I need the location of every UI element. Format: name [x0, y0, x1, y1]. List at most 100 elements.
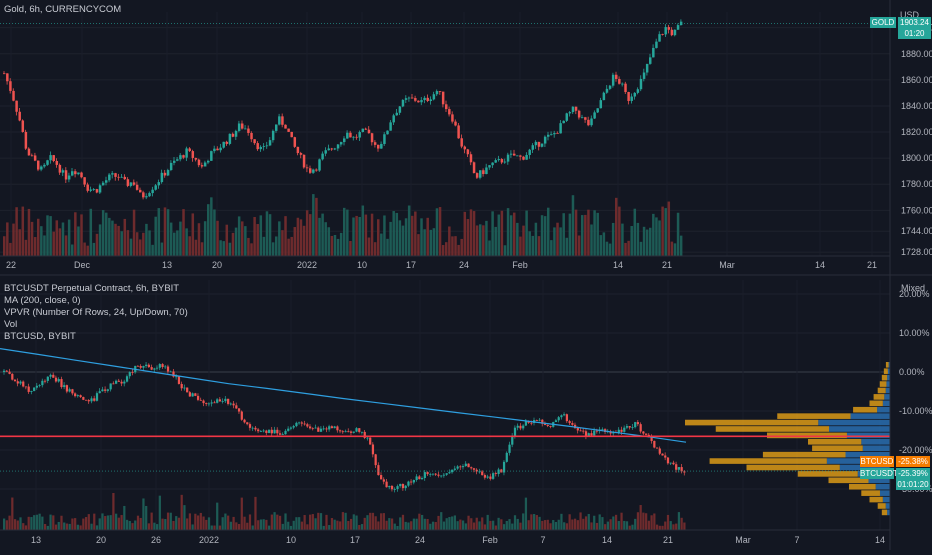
gold-candle [33, 155, 37, 161]
btc-candle [601, 429, 604, 430]
top-y-tick: 1800.00 [901, 153, 932, 163]
btc-candle [306, 424, 309, 427]
gold-volume-bar [448, 226, 451, 256]
gold-candle [577, 110, 581, 118]
btc-candle [390, 485, 394, 490]
btc-candle [268, 429, 271, 433]
gold-volume-bar [169, 222, 173, 256]
btc-candle [194, 393, 197, 396]
btc-candle [489, 476, 492, 479]
btc-volume-bar [453, 515, 457, 530]
gold-volume-bar [305, 210, 309, 256]
gold-volume-bar [86, 245, 89, 256]
btc-candle [347, 431, 350, 433]
btc-volume-bar [314, 518, 317, 530]
gold-volume-bar [537, 236, 541, 256]
gold-candle [479, 170, 482, 178]
btc-volume-bar [186, 518, 189, 530]
btc-candle [481, 471, 484, 476]
gold-candle [395, 112, 399, 116]
btc-volume-bar [442, 521, 446, 530]
btc-volume-bar [87, 514, 90, 530]
btc-volume-bar [205, 519, 208, 530]
vpvr-row-up [888, 362, 890, 368]
bot-x-tick: 13 [31, 535, 41, 545]
gold-candle [562, 120, 565, 124]
legend-vol[interactable]: Vol [4, 319, 18, 330]
btc-candle [399, 483, 402, 487]
btc-candle [341, 431, 344, 433]
btc-volume-bar [221, 517, 224, 530]
gold-volume-bar [142, 232, 145, 256]
btc-candle [639, 424, 642, 432]
btc-volume-bar [319, 513, 323, 530]
btc-candle [232, 403, 235, 406]
legend-btcusdt[interactable]: BTCUSDT Perpetual Contract, 6h, BYBIT [4, 283, 180, 294]
gold-volume-bar [611, 222, 615, 256]
btc-candle [448, 472, 451, 474]
gold-volume-bar [40, 226, 43, 256]
legend-vpvr[interactable]: VPVR (Number Of Rows, 24, Up/Down, 70) [4, 307, 188, 318]
btc-candle [43, 380, 47, 382]
gold-price: 1903.24 [900, 18, 929, 27]
gold-volume-bar [132, 209, 136, 256]
gold-volume-bar [182, 209, 185, 256]
btc-volume-bar [232, 516, 235, 530]
btc-volume-bar [76, 524, 79, 530]
bot-y-tick: -10.00% [899, 406, 932, 416]
btc-volume-bar [13, 519, 17, 530]
vpvr-row-up [818, 419, 890, 426]
btc-volume-bar [639, 505, 642, 530]
gold-volume-bar [358, 216, 361, 256]
gold-volume-bar [562, 213, 565, 256]
gold-candle [494, 160, 497, 163]
gold-candle [207, 160, 210, 163]
gold-candle [531, 145, 535, 150]
btc-candle [339, 430, 342, 432]
btc-volume-bar [33, 515, 36, 530]
gold-volume-bar [12, 223, 15, 256]
legend-btcusd[interactable]: BTCUSD, BYBIT [4, 331, 76, 342]
gold-candle [71, 171, 74, 176]
btc-volume-bar [511, 523, 514, 530]
gold-candle [216, 148, 219, 151]
gold-candle [160, 172, 164, 183]
vpvr-row-down [879, 381, 887, 387]
btc-candle [188, 392, 192, 397]
btc-volume-bar [240, 497, 243, 530]
btc-candle [418, 476, 421, 480]
gold-volume-bar [64, 235, 68, 256]
btc-volume-bar [366, 515, 369, 530]
gold-volume-bar [247, 237, 250, 256]
gold-volume-bar [503, 245, 507, 256]
btc-volume-bar [617, 521, 620, 530]
gold-volume-bar [126, 230, 130, 256]
btc-volume-bar [145, 505, 148, 530]
btc-volume-bar [224, 513, 227, 530]
legend-ma200[interactable]: MA (200, close, 0) [4, 295, 81, 306]
btc-volume-bar [71, 518, 74, 530]
gold-volume-bar [618, 206, 621, 256]
gold-candle [191, 151, 195, 158]
vpvr-row-up [875, 483, 890, 490]
gold-volume-bar [114, 223, 117, 256]
btc-volume-bar [175, 516, 178, 530]
gold-volume-bar [46, 215, 49, 256]
gold-candle [256, 143, 259, 150]
gold-candle [652, 47, 655, 58]
btc-candle [645, 433, 648, 435]
gold-candle [77, 172, 80, 175]
gold-candle [441, 91, 445, 105]
gold-volume-bar [225, 224, 229, 256]
vpvr-row-up [850, 413, 890, 419]
gold-volume-bar [599, 235, 603, 256]
scale-mode-label[interactable]: Mixed [901, 283, 926, 293]
gold-candle [596, 108, 599, 113]
btc-volume-bar [401, 514, 405, 530]
btc-volume-bar [505, 520, 508, 530]
top-title: Gold, 6h, CURRENCYCOM [4, 4, 122, 15]
gold-volume-bar [176, 230, 179, 256]
gold-volume-bar [241, 221, 244, 256]
btc-candle [251, 427, 254, 429]
btc-volume-bar [522, 513, 525, 530]
